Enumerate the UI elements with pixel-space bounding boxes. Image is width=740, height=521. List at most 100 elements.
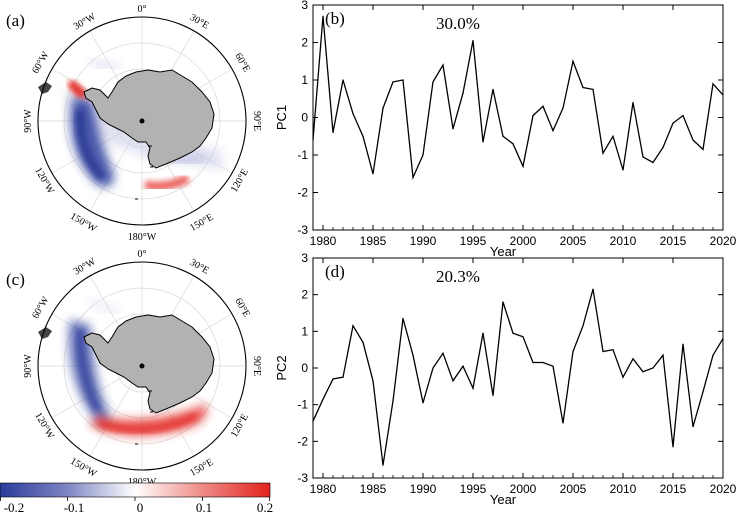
lon-label-150e: 150°E [188,212,215,234]
data-point [712,83,714,85]
south-pole-marker [139,118,145,124]
data-point [392,81,394,83]
data-point [492,394,494,397]
data-point [332,131,334,134]
data-point [612,135,614,137]
data-point [482,141,484,143]
south-america-tip [38,82,52,94]
data-point [472,40,474,42]
data-point [542,361,544,364]
lon-label-180: 180°W [128,232,157,243]
data-point [652,367,654,369]
data-point [412,354,414,356]
series-line-d [312,289,724,466]
data-point [542,105,544,107]
y-tick-label: 1 [301,73,308,87]
data-point [442,64,444,66]
line-chart-d: -3 -2 -1 0 1 2 3 1980 1985 1990 1995 2000 2005 2010 20… [274,251,737,507]
plot-frame [312,257,724,479]
antarctica-landmass [83,314,215,414]
lon-label-0: 0° [138,249,147,260]
x-tick-label: 2010 [610,234,637,248]
x-tick-label: 2000 [510,234,537,248]
lon-label-120e: 120°E [229,167,251,194]
data-point [652,161,654,164]
lon-label-150e: 150°E [188,457,215,479]
data-point [672,446,674,448]
lon-label-150w: 150°W [68,211,99,235]
data-point [402,79,404,81]
antarctica-landmass [83,69,215,169]
data-point [392,400,394,402]
colorbar-gradient [0,482,271,498]
data-point [692,139,694,141]
lon-label-0: 0° [138,4,147,15]
data-point [472,387,474,389]
data-point [522,336,524,338]
colorbar-tick-label: 0.2 [257,500,273,515]
y-tick-label: -1 [297,398,308,412]
data-point [362,135,364,137]
lon-label-120w: 120°W [32,411,56,442]
x-tick-label: 1985 [360,234,387,248]
data-point [432,81,434,83]
panel-label-d: (d) [325,262,345,281]
data-point [582,86,584,89]
lon-label-120e: 120°E [229,412,251,439]
lon-label-120w: 120°W [32,166,56,197]
x-tick-label: 1980 [310,234,337,248]
data-point [322,15,324,17]
colorbar-tick-label: -0.1 [64,500,85,515]
data-point [382,464,384,466]
x-tick-label: 1995 [460,234,487,248]
data-point [672,122,674,124]
y-tick-label: -1 [297,148,308,162]
data-point [492,88,494,90]
y-tick-label: 2 [301,288,308,302]
lon-label-60w: 60°W [30,49,52,75]
data-point [552,365,554,367]
x-tick-label: 2005 [560,482,587,496]
data-point [572,350,574,353]
x-tick-label: 1985 [360,482,387,496]
lon-label-150w: 150°W [68,456,99,480]
map-panel-a: (a) [6,4,262,243]
y-tick-label: 3 [301,251,308,265]
x-tick-label: 1990 [410,234,437,248]
y-tick-label: 0 [301,361,308,375]
panel-label-b: (b) [325,9,345,28]
data-point [332,378,334,380]
y-axis-label-b: PC1 [274,105,289,130]
colorbar-tick-label: -0.2 [4,500,25,515]
y-tick-label: -2 [297,434,308,448]
x-tick-label: 1980 [310,482,337,496]
data-point [682,115,684,117]
y-tick-label: -3 [297,223,308,237]
map-boundary [37,16,247,226]
data-point [572,60,574,62]
x-tick-label: 2015 [660,234,687,248]
chart-title-b: 30.0% [436,14,480,33]
data-point [682,343,684,345]
data-point [482,332,484,334]
lon-label-60e: 60°E [232,296,252,319]
lon-label-90w: 90°W [23,109,34,133]
data-point [512,143,514,145]
colorbar-tick-label: 0 [137,500,144,515]
data-point [432,367,434,369]
data-point [512,332,514,334]
colorbar: -0.2 -0.1 0 0.1 0.2 [0,482,273,515]
data-point [422,402,424,404]
x-tick-label: 2000 [510,482,537,496]
data-point [462,92,464,94]
y-tick-label: 0 [301,111,308,125]
chart-title-d: 20.3% [436,267,480,286]
data-point [552,130,554,132]
data-point [522,165,524,167]
x-tick-label: 2010 [610,482,637,496]
data-point [372,380,374,382]
x-tick-label: 1995 [460,482,487,496]
data-point [352,325,354,327]
data-point [312,139,314,141]
